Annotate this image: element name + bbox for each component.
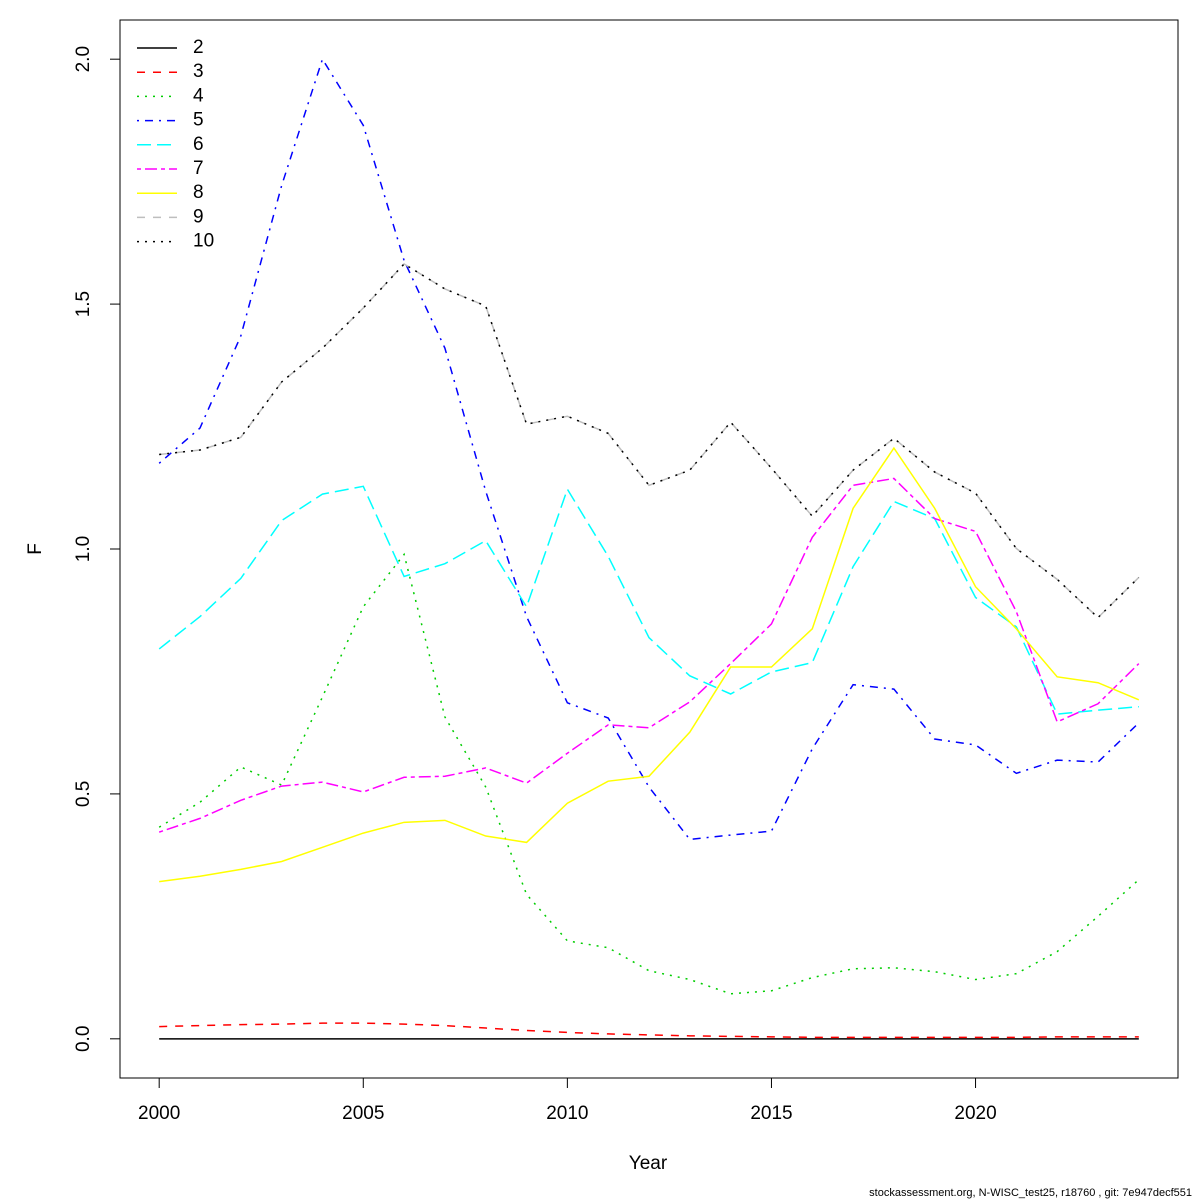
footnote: stockassessment.org, N-WISC_test25, r187…: [869, 1187, 1192, 1199]
plot-frame: [119, 19, 1179, 1079]
series-line: [158, 477, 1140, 833]
series-line: [158, 552, 1140, 995]
series-line: [158, 57, 1140, 841]
legend-label: 3: [193, 61, 204, 82]
legend-label: 2: [193, 37, 204, 58]
y-axis-label: F: [25, 543, 46, 555]
legend-label: 5: [193, 110, 204, 131]
y-tick-label: 1.0: [73, 536, 94, 562]
x-tick-label: 2010: [546, 1103, 588, 1124]
legend-label: 8: [193, 182, 204, 203]
y-tick-label: 1.5: [73, 291, 94, 317]
series-line: [159, 262, 1140, 619]
legend-label: 6: [193, 134, 204, 155]
series-line: [158, 485, 1139, 715]
x-tick-label: 2005: [342, 1103, 384, 1124]
legend-label: 4: [193, 85, 204, 106]
legend-label: 10: [193, 231, 214, 252]
series-line: [159, 446, 1140, 883]
y-tick-label: 2.0: [73, 46, 94, 72]
y-tick-label: 0.5: [73, 781, 94, 807]
y-tick-label: 0.0: [73, 1026, 94, 1052]
legend-label: 9: [193, 206, 204, 227]
x-tick-label: 2020: [954, 1103, 996, 1124]
x-tick-label: 2015: [750, 1103, 792, 1124]
x-tick-label: 2000: [138, 1103, 180, 1124]
x-axis-label: Year: [629, 1153, 668, 1174]
series-line: [159, 1022, 1139, 1039]
legend-label: 7: [193, 158, 204, 179]
